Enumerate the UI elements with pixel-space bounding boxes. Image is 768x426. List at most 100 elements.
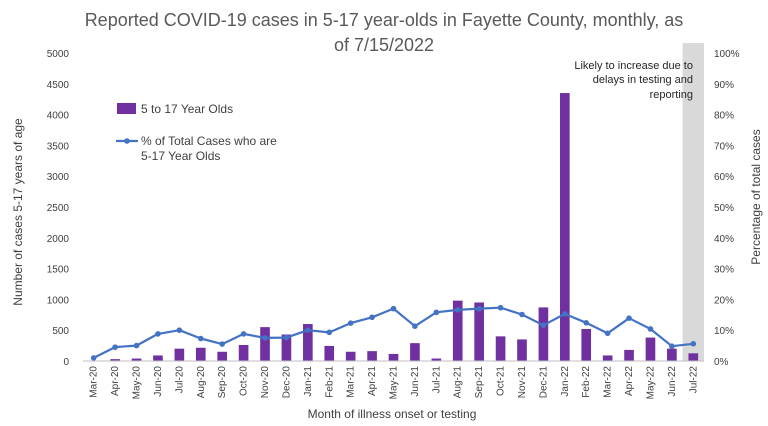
annotation-line-1: Likely to increase due to xyxy=(574,60,693,72)
line-point xyxy=(197,335,204,342)
y2-tick-label: 10% xyxy=(714,326,734,337)
x-tick-label: May-21 xyxy=(389,366,400,400)
legend-line-label: % of Total Cases who are 5-17 Year Olds xyxy=(141,134,277,163)
x-tick-label: Feb-22 xyxy=(581,366,592,398)
x-tick-label: Dec-21 xyxy=(538,366,549,399)
y2-axis-label: Percentage of total cases xyxy=(749,129,763,264)
x-axis-ticks: Mar-20 Apr-20 May-20 Jun-20 Jul-20 Aug-20 Sep-… xyxy=(89,366,700,400)
y-tick-label: 3000 xyxy=(47,172,70,183)
x-tick-label: May-22 xyxy=(645,366,656,400)
chart-title-line-2: of 7/15/2022 xyxy=(334,35,434,55)
line-point xyxy=(690,340,697,347)
line-point xyxy=(476,305,482,312)
line-point xyxy=(326,329,333,336)
annotation-line-2: delays in testing and xyxy=(593,74,693,86)
x-tick-label: May-20 xyxy=(132,366,143,400)
y-tick-label: 1500 xyxy=(47,265,70,276)
bar-series xyxy=(88,93,699,362)
line-series xyxy=(90,304,697,361)
x-tick-label: Feb-21 xyxy=(324,366,335,398)
legend: 5 to 17 Year Olds % of Total Cases who a… xyxy=(116,102,277,163)
bar xyxy=(260,327,270,361)
y-tick-label: 2000 xyxy=(47,234,70,245)
x-tick-label: Dec-20 xyxy=(281,366,292,399)
line-point xyxy=(176,327,183,334)
y2-tick-label: 70% xyxy=(714,141,734,152)
line-point xyxy=(433,309,440,316)
line-point xyxy=(540,322,547,329)
y2-tick-label: 0% xyxy=(714,357,729,368)
bar xyxy=(559,93,570,361)
x-axis-label: Month of illness onset or testing xyxy=(308,407,477,421)
bar xyxy=(602,355,613,361)
y-tick-label: 3500 xyxy=(47,141,70,152)
y2-tick-label: 80% xyxy=(714,111,734,122)
bar xyxy=(474,302,484,361)
x-tick-label: Jul-21 xyxy=(431,366,442,394)
bar xyxy=(431,358,442,361)
chart-title-line-1: Reported COVID-19 cases in 5-17 year-old… xyxy=(85,10,684,30)
line-point xyxy=(519,311,525,318)
bar xyxy=(410,343,420,361)
line-point xyxy=(283,334,290,341)
x-tick-label: Oct-21 xyxy=(496,366,507,396)
x-tick-label: Aug-21 xyxy=(453,366,464,399)
line-point xyxy=(262,335,268,341)
annotation-line-3: reporting xyxy=(650,89,693,101)
x-tick-label: Nov-20 xyxy=(260,366,271,399)
bar xyxy=(452,300,463,361)
y-axis-label: Number of cases 5-17 years of age xyxy=(11,118,25,306)
legend-bar-swatch xyxy=(117,103,136,114)
line-point xyxy=(583,320,590,326)
bar xyxy=(581,328,592,361)
y2-tick-label: 90% xyxy=(714,80,734,91)
bar xyxy=(238,344,249,361)
line-point xyxy=(347,320,354,326)
bar xyxy=(367,351,377,361)
bar xyxy=(517,339,527,361)
line-point xyxy=(305,327,311,334)
line-point xyxy=(369,314,375,321)
line-point xyxy=(112,344,118,350)
y-tick-label: 500 xyxy=(52,326,69,337)
bar xyxy=(388,353,399,361)
x-tick-label: Sep-20 xyxy=(217,366,228,399)
line-point xyxy=(604,330,611,337)
x-tick-label: Jun-21 xyxy=(410,366,421,397)
x-tick-label: Jun-22 xyxy=(667,366,678,397)
y2-tick-label: 50% xyxy=(714,203,734,214)
bar xyxy=(217,351,228,361)
bar xyxy=(324,345,335,361)
bar xyxy=(174,348,185,361)
line-point xyxy=(133,342,140,349)
y2-tick-label: 60% xyxy=(714,172,734,183)
x-tick-label: Mar-20 xyxy=(89,366,100,398)
x-tick-label: Mar-21 xyxy=(346,366,357,398)
x-tick-label: Oct-20 xyxy=(239,366,250,396)
line-point xyxy=(412,323,418,329)
y-tick-label: 1000 xyxy=(47,295,70,306)
y2-tick-label: 100% xyxy=(714,49,740,60)
y2-tick-label: 20% xyxy=(714,295,734,306)
bar xyxy=(688,353,699,361)
line-point xyxy=(647,326,654,332)
y-tick-label: 2500 xyxy=(47,203,70,214)
y2-tick-label: 30% xyxy=(714,265,734,276)
y-tick-label: 4500 xyxy=(47,80,70,91)
bar xyxy=(538,307,549,361)
y2-tick-label: 40% xyxy=(714,234,734,245)
line-point xyxy=(90,355,97,361)
x-tick-label: Jan-21 xyxy=(303,366,314,397)
x-tick-label: Jun-20 xyxy=(153,366,164,397)
y-axis-right-ticks: 0% 10% 20% 30% 40% 50% 60% 70% 80% 90% 100% xyxy=(714,49,740,368)
bar xyxy=(110,359,120,361)
annotation: Likely to increase due to delays in test… xyxy=(574,60,693,101)
line-point xyxy=(454,307,461,313)
bar xyxy=(153,355,163,361)
x-tick-label: Sep-21 xyxy=(474,366,485,399)
bar xyxy=(495,336,506,361)
incomplete-data-shade xyxy=(682,43,704,361)
line-point xyxy=(562,311,568,317)
